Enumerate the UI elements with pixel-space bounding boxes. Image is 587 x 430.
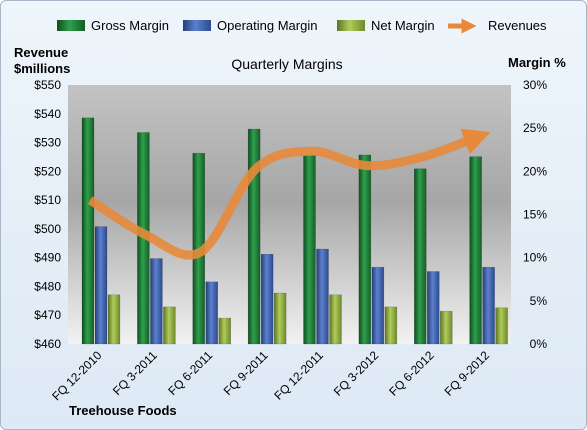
legend-swatch-net-margin: [337, 20, 365, 31]
right-axis-title: Margin %: [508, 55, 566, 70]
left-tick-label: $500: [34, 222, 61, 236]
left-tick-label: $470: [34, 308, 61, 322]
legend-swatch-gross-margin: [57, 20, 85, 31]
plot-area: [68, 85, 511, 344]
bar-net-margin: [384, 306, 398, 345]
left-tick-label: $510: [34, 193, 61, 207]
left-axis-title-line-2: $millions: [14, 61, 70, 76]
category-label: FQ 6-2012: [386, 348, 437, 399]
bar-operating-margin: [482, 266, 495, 345]
left-tick-label: $520: [34, 164, 61, 178]
category-label: FQ 9-2012: [442, 348, 493, 399]
category-label: FQ 3-2011: [110, 348, 160, 398]
company-label: Treehouse Foods: [69, 403, 177, 418]
category-axis: FQ 12-2010 FQ 3-2011 FQ 6-2011 FQ 9-2011 FQ …: [49, 348, 492, 403]
bar-gross-margin: [414, 168, 427, 345]
bar-operating-margin: [94, 226, 108, 345]
bar-gross-margin: [469, 156, 482, 345]
right-tick-label: 15%: [523, 208, 547, 222]
bar-operating-margin: [371, 266, 385, 345]
category-label: FQ 12-2010: [49, 348, 104, 403]
legend: Gross Margin Operating Margin Net Margin…: [57, 18, 547, 34]
left-tick-label: $540: [34, 107, 61, 121]
bar-gross-margin: [358, 154, 372, 345]
right-tick-label: 5%: [530, 294, 548, 308]
category-label: FQ 9-2011: [221, 348, 271, 398]
chart-title: Quarterly Margins: [231, 56, 342, 72]
legend-label-revenues: Revenues: [488, 18, 547, 33]
right-tick-label: 30%: [523, 78, 547, 92]
legend-label-gross-margin: Gross Margin: [91, 18, 169, 33]
left-axis: $460 $470 $480 $490 $500 $510 $520 $530 $540 $550: [34, 78, 61, 351]
legend-label-net-margin: Net Margin: [371, 18, 435, 33]
right-tick-label: 20%: [523, 164, 547, 178]
legend-label-operating-margin: Operating Margin: [217, 18, 317, 33]
bar-operating-margin: [260, 253, 274, 345]
bar-net-margin: [273, 292, 287, 345]
bar-net-margin: [107, 294, 121, 345]
bar-gross-margin: [303, 154, 316, 345]
legend-swatch-operating-margin: [183, 20, 211, 31]
category-label: FQ 12-2011: [271, 348, 326, 403]
bar-operating-margin: [150, 258, 163, 345]
bar-net-margin: [218, 317, 231, 345]
bar-gross-margin: [81, 117, 95, 345]
bar-gross-margin: [247, 128, 261, 345]
category-label: FQ 3-2012: [331, 348, 382, 399]
left-tick-label: $530: [34, 136, 61, 150]
bar-net-margin: [163, 306, 176, 345]
right-tick-label: 0%: [530, 337, 548, 351]
bar-net-margin: [495, 307, 508, 345]
revenues-line: [87, 128, 491, 260]
left-tick-label: $460: [34, 337, 61, 351]
bar-net-margin: [329, 294, 342, 345]
bar-operating-margin: [427, 271, 440, 345]
bar-operating-margin: [316, 248, 329, 345]
left-tick-label: $490: [34, 251, 61, 265]
right-tick-label: 10%: [523, 251, 547, 265]
right-tick-label: 25%: [523, 121, 547, 135]
left-tick-label: $480: [34, 279, 61, 293]
left-tick-label: $550: [34, 78, 61, 92]
bar-operating-margin: [205, 281, 218, 345]
bar-net-margin: [440, 310, 453, 345]
right-axis: 0% 5% 10% 15% 20% 25% 30%: [523, 78, 547, 351]
revenue-series: [87, 128, 491, 260]
left-axis-title-line-1: Revenue: [14, 45, 68, 60]
category-label: FQ 6-2011: [165, 348, 215, 398]
